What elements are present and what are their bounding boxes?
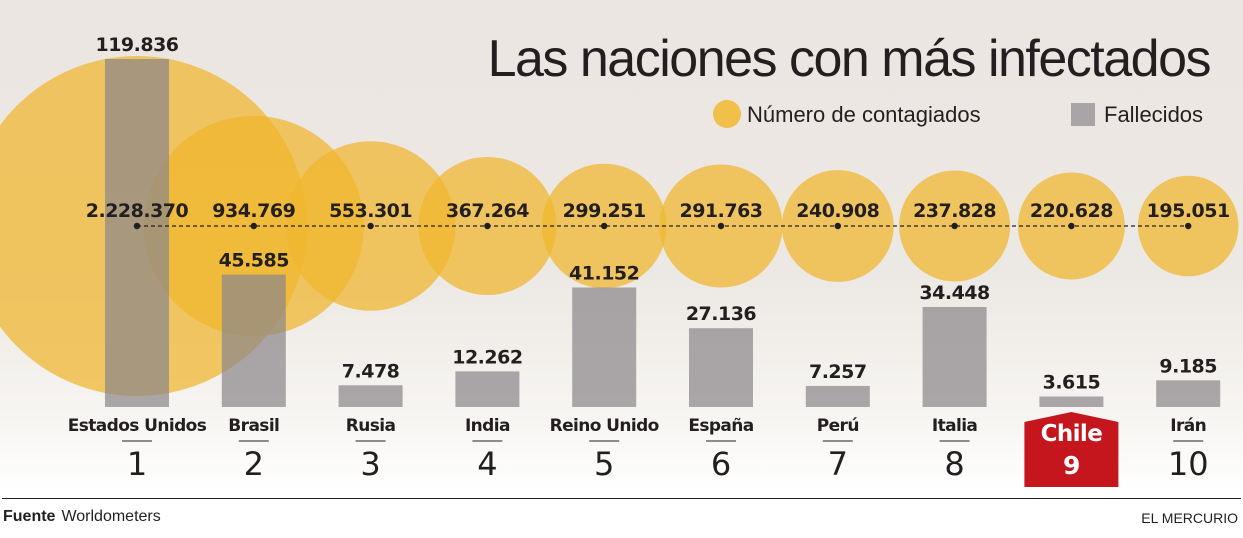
rank-number: 2 (244, 445, 264, 483)
cases-value-label: 195.051 (1147, 200, 1230, 222)
rank-number: 7 (828, 445, 848, 483)
deaths-bar (338, 385, 403, 407)
data-point-dot (367, 222, 374, 230)
data-point-dot (717, 222, 725, 230)
cases-value-label: 240.908 (796, 200, 879, 222)
rank-number: 3 (360, 445, 380, 483)
deaths-bar (572, 287, 637, 407)
source-note: Fuente Worldometers (3, 508, 161, 526)
country-label: Reino Unido (550, 416, 659, 436)
country-label: España (688, 416, 753, 436)
cases-value-label: 220.628 (1030, 200, 1113, 222)
cases-value-label: 299.251 (563, 200, 646, 222)
rank-number: 5 (594, 445, 614, 483)
deaths-bar (105, 59, 169, 407)
country-label: Chile (1041, 421, 1103, 447)
country-label: India (465, 416, 510, 436)
cases-value-label: 2.228.370 (86, 200, 189, 222)
source-value: Worldometers (61, 508, 161, 525)
deaths-bar (1156, 380, 1221, 407)
country-label: Rusia (346, 416, 396, 436)
data-point-dot (601, 222, 608, 230)
highlight-badge (1024, 412, 1119, 487)
data-point-dot (484, 222, 491, 230)
data-point-dot (1185, 222, 1192, 230)
publisher-credit: EL MERCURIO (1141, 510, 1238, 526)
dots-layer (133, 222, 1192, 230)
legend: Número de contagiados Fallecidos (713, 100, 1203, 128)
legend-label-fallecidos: Fallecidos (1104, 102, 1203, 127)
legend-circle-icon (713, 100, 741, 128)
deaths-value-label: 3.615 (1043, 372, 1101, 394)
cases-value-label: 367.264 (446, 200, 529, 222)
rank-number: 1 (127, 445, 147, 483)
deaths-bar (221, 274, 286, 407)
legend-label-contagiados: Número de contagiados (747, 102, 981, 127)
deaths-bar (689, 328, 753, 407)
deaths-value-label: 41.152 (569, 262, 639, 284)
footer-divider (2, 498, 1241, 499)
rank-number: 8 (944, 445, 964, 483)
rank-number: 9 (1063, 451, 1080, 480)
country-label: Perú (817, 416, 859, 436)
deaths-value-label: 7.478 (342, 360, 400, 382)
rank-number: 4 (477, 445, 497, 483)
data-point-dot (834, 222, 841, 230)
country-label: Italia (932, 416, 978, 436)
cases-value-label: 237.828 (913, 200, 996, 222)
chart-title: Las naciones con más infectados (488, 30, 1211, 88)
rank-number: 10 (1168, 445, 1209, 483)
data-point-dot (951, 222, 958, 230)
country-label: Irán (1170, 416, 1206, 436)
rank-number: 6 (711, 445, 731, 483)
deaths-value-label: 12.262 (452, 346, 522, 368)
deaths-value-label: 119.836 (95, 34, 178, 56)
data-point-dot (250, 222, 257, 230)
legend-square-icon (1071, 103, 1095, 126)
bars-layer (105, 59, 1221, 407)
deaths-value-label: 7.257 (809, 361, 867, 383)
deaths-value-label: 27.136 (686, 303, 757, 325)
deaths-bar (922, 306, 987, 407)
deaths-bar (805, 385, 870, 407)
country-label: Estados Unidos (68, 416, 207, 436)
deaths-value-label: 45.585 (219, 250, 289, 272)
country-label: Brasil (228, 416, 279, 436)
deaths-value-label: 9.185 (1159, 355, 1217, 377)
source-label: Fuente (3, 508, 56, 525)
deaths-bar (1039, 396, 1104, 407)
deaths-value-label: 34.448 (919, 282, 990, 304)
deaths-bar (455, 371, 520, 407)
cases-value-label: 553.301 (329, 200, 412, 222)
cases-value-label: 291.763 (679, 200, 762, 222)
cases-value-label: 934.769 (212, 200, 295, 222)
data-point-dot (1068, 222, 1075, 230)
data-point-dot (133, 222, 141, 230)
